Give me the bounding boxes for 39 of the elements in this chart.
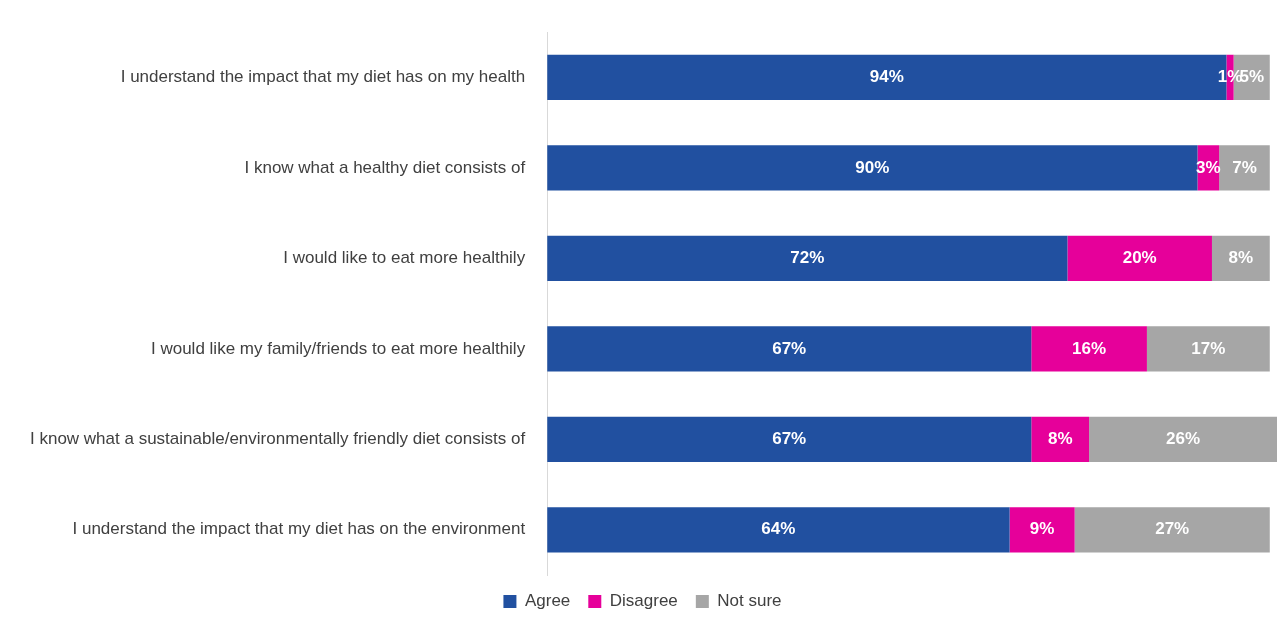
bar: [547, 326, 1032, 372]
bar: [547, 235, 1068, 281]
y-tick-label: I would like my family/friends to eat more healthily: [150, 338, 526, 358]
data-label: 67%: [772, 428, 807, 448]
y-tick-label: I know what a sustainable/environmentally friendly diet consists of: [29, 428, 526, 448]
y-tick-label: I would like to eat more healthily: [283, 248, 526, 268]
data-label: 26%: [1166, 428, 1201, 448]
bar: [1031, 416, 1090, 462]
y-tick-label: I understand the impact that my diet has on the environment: [72, 519, 526, 539]
data-label: 64%: [761, 519, 796, 539]
data-label: 72%: [790, 248, 825, 268]
bar: [1219, 145, 1270, 191]
legend-label: Not sure: [717, 591, 782, 611]
data-label: 27%: [1155, 519, 1190, 539]
bar: [1089, 416, 1277, 462]
bar: [1146, 326, 1270, 372]
data-label: 8%: [1228, 248, 1254, 268]
bar: [1031, 326, 1147, 372]
bar: [1211, 235, 1270, 281]
data-label: 67%: [772, 338, 807, 358]
bar: [547, 416, 1032, 462]
data-label: 9%: [1029, 519, 1055, 539]
data-label: 17%: [1191, 338, 1226, 358]
data-label: 16%: [1072, 338, 1107, 358]
bar: [547, 145, 1198, 191]
data-label: 90%: [855, 157, 890, 177]
data-label: 7%: [1232, 157, 1257, 177]
data-label: 5%: [1239, 67, 1264, 87]
y-tick-label: I know what a healthy diet consists of: [244, 157, 526, 177]
data-label: 8%: [1047, 428, 1073, 448]
y-tick-label: I understand the impact that my diet has on my health: [120, 67, 526, 87]
data-label: 20%: [1122, 248, 1157, 268]
bar: [547, 507, 1010, 553]
data-label: 94%: [869, 67, 904, 87]
legend-label: Agree: [524, 591, 571, 611]
bar: [1074, 507, 1270, 553]
bar: [1009, 507, 1075, 553]
legend-label: Disagree: [609, 591, 678, 611]
bar: [1067, 235, 1212, 281]
